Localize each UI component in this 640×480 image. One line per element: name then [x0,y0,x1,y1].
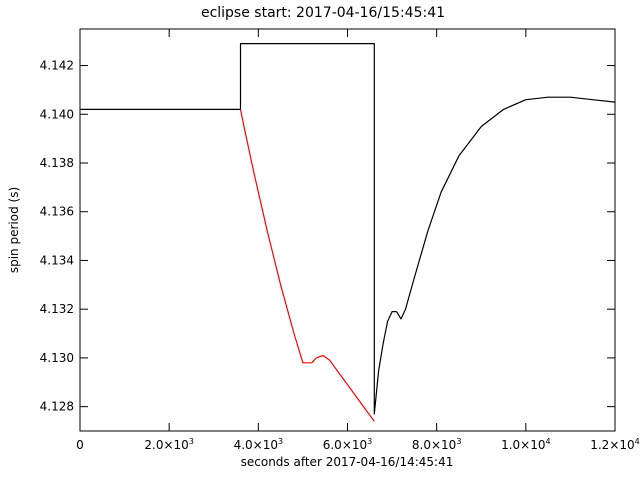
x-tick-label: 4.0×103 [234,437,284,452]
y-tick-label: 4.128 [40,400,74,414]
x-tick-label: 1.0×104 [501,437,551,452]
x-tick-label: 6.0×103 [323,437,373,452]
x-tick-label: 8.0×103 [412,437,462,452]
data-series [80,42,616,422]
y-tick-label: 4.134 [40,253,74,267]
x-tick-label: 1.2×104 [590,437,640,452]
chart-title: eclipse start: 2017-04-16/15:45:41 [201,5,445,21]
x-axis-label: seconds after 2017-04-16/14:45:41 [241,455,454,469]
y-tick-label: 4.130 [40,351,74,365]
y-tick-label: 4.142 [40,59,74,73]
y-axis-label: spin period (s) [7,187,21,273]
y-tick-label: 4.138 [40,156,74,170]
eclipse-spin-period-line [239,109,375,422]
y-tick-label: 4.132 [40,302,74,316]
spin-period-line [80,42,616,415]
x-tick-label: 0 [76,438,84,452]
y-tick-label: 4.140 [40,107,74,121]
plot-frame [79,28,616,432]
y-tick-label: 4.136 [40,205,74,219]
axis-ticks: 0 2.0×103 4.0×103 6.0×103 8.0×103 1.0×104 1.2×… [40,29,640,452]
x-tick-label: 2.0×103 [144,437,194,452]
